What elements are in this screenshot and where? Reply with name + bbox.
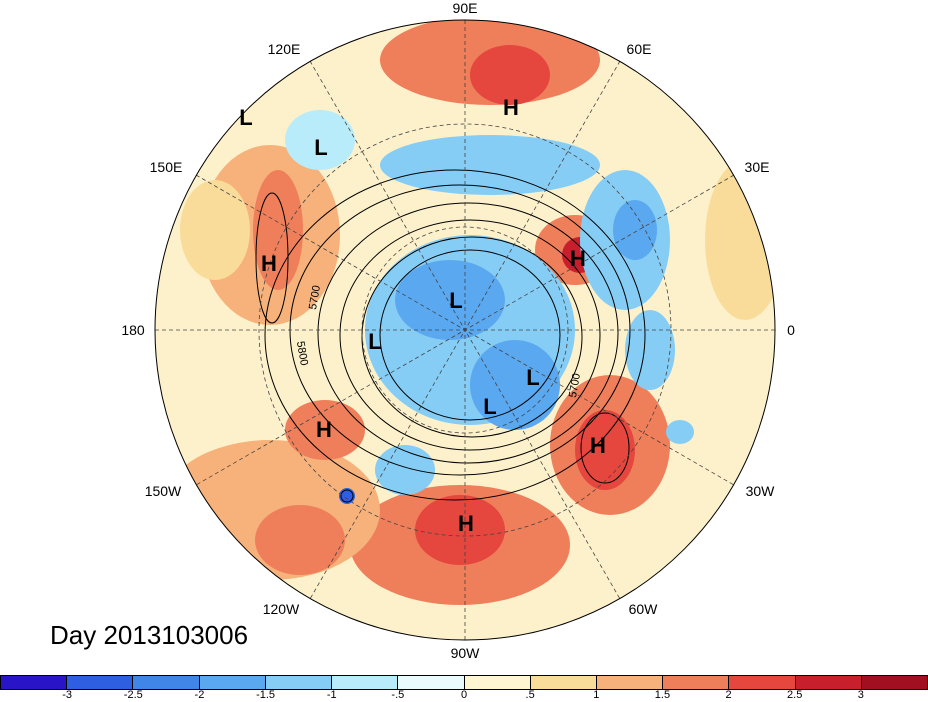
- colorbar-swatch: [1, 676, 68, 689]
- colorbar-swatch: [795, 676, 862, 689]
- lon-label-30w: 30W: [746, 483, 776, 499]
- high-center-north-pacific: H: [261, 251, 277, 276]
- lon-label-60w: 60W: [629, 601, 659, 617]
- high-center-east-pacific: H: [316, 417, 332, 442]
- low-center-arctic: L: [449, 288, 462, 313]
- colorbar-swatch: [861, 676, 928, 689]
- contour-cutoff-low: [340, 489, 354, 503]
- anomaly-warm-pacific-core: [253, 170, 303, 290]
- low-center-kamchatka: L: [314, 135, 327, 160]
- low-center-northwest-pacific: L: [239, 105, 252, 130]
- contour-atlantic-high: [580, 412, 630, 484]
- colorbar-tick-label: 1.5: [654, 689, 671, 701]
- colorbar-swatch: [199, 676, 266, 689]
- low-center-alaska: L: [368, 329, 381, 354]
- colorbar-swatch: [663, 676, 730, 689]
- colorbar-tick-label: -.5: [391, 689, 405, 701]
- high-center-atlantic: H: [590, 433, 606, 458]
- map-border: [154, 19, 776, 641]
- high-center-europe: H: [570, 246, 586, 271]
- colorbar-tick-label: 2.5: [787, 689, 803, 701]
- low-center-greenland: L: [526, 365, 539, 390]
- colorbar-ticks: -3 -2.5 -2 -1.5 -1 -.5 0 .5 1 1.5 2 2.5 3: [0, 689, 928, 702]
- colorbar-swatch: [332, 676, 399, 689]
- lon-label-120w: 120W: [263, 601, 300, 617]
- colorbar-swatch: [530, 676, 597, 689]
- high-center-north-asia: H: [503, 95, 519, 120]
- lon-label-60e: 60E: [627, 41, 652, 57]
- colorbar-tick-label: -1.5: [256, 689, 276, 701]
- anomaly-warm-north-asia-core: [470, 45, 550, 105]
- anomaly-cold-greenland: [470, 340, 560, 430]
- anomaly-cold-arctic-core: [395, 260, 505, 340]
- contour-ring: [379, 249, 561, 421]
- contour-pacific-high: [255, 192, 289, 324]
- anomaly-warm-atlantic-core: [575, 410, 635, 490]
- colorbar-tick-label: 0: [460, 689, 468, 701]
- anomaly-warm-east-pacific-core: [255, 505, 345, 575]
- colorbar-tick-label: .5: [525, 689, 535, 701]
- colorbar-tick-label: 1: [593, 689, 600, 701]
- anomaly-warm-npac: [285, 400, 365, 460]
- colorbar-swatch: [398, 676, 465, 689]
- low-center-baffin: L: [483, 394, 496, 419]
- anomaly-cold-kamchatka: [285, 110, 355, 170]
- colorbar-swatch: [729, 676, 796, 689]
- colorbar-tick-label: -2: [194, 689, 205, 701]
- polar-map: 90E 120E 60E 150E 30E 180 0 150W 30W 120…: [121, 0, 795, 661]
- lon-label-120e: 120E: [268, 41, 301, 57]
- high-center-gulf: H: [458, 511, 474, 536]
- colorbar-tick-label: 3: [857, 689, 864, 701]
- colorbar-tick-label: -3: [62, 689, 73, 701]
- colorbar-tick-label: -1: [326, 689, 337, 701]
- colorbar-swatch: [67, 676, 134, 689]
- colorbar-swatch: [596, 676, 664, 689]
- contour-ring: [339, 219, 601, 451]
- anomaly-cold-russia-core: [613, 200, 657, 260]
- colorbar: [0, 675, 928, 690]
- anomaly-cold-mid-atlantic: [666, 420, 694, 444]
- contour-label-5800-west: 5800: [294, 340, 310, 366]
- meridian-30e-150w: [195, 174, 735, 486]
- anomaly-cold-scandinavia: [625, 310, 675, 390]
- lon-label-30e: 30E: [745, 159, 770, 175]
- colorbar-tick-label: -2.5: [123, 689, 143, 701]
- colorbar-tick-label: 2: [725, 689, 732, 701]
- lon-label-90w: 90W: [451, 645, 481, 661]
- lon-label-90e: 90E: [453, 0, 478, 16]
- contour-ring: [264, 169, 646, 501]
- contour-ring: [317, 202, 619, 464]
- graticule: [155, 20, 775, 640]
- colorbar-swatch: [265, 676, 333, 689]
- map-title: Day 2013103006: [50, 620, 249, 650]
- anomaly-warm-west: [180, 180, 250, 280]
- anomaly-cold-siberia: [380, 135, 600, 195]
- anomaly-warm-gulf-core: [415, 495, 505, 565]
- contour-label-5700-east: 5700: [567, 372, 583, 398]
- contour-label-5700-west: 5700: [307, 284, 323, 310]
- lon-label-180: 180: [121, 322, 145, 338]
- lon-label-150w: 150W: [145, 483, 182, 499]
- lon-label-0: 0: [787, 322, 795, 338]
- colorbar-swatch: [464, 676, 531, 689]
- colorbar-swatch: [133, 676, 200, 689]
- lon-label-150e: 150E: [150, 159, 183, 175]
- latitude-circle: [258, 123, 672, 537]
- anomaly-cold-north-america: [375, 445, 435, 495]
